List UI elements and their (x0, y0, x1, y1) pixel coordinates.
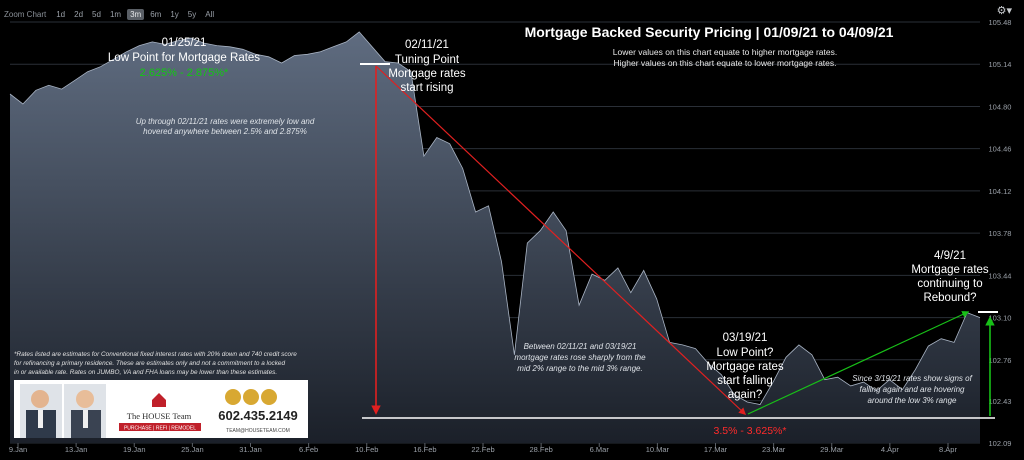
note-early-1: Up through 02/11/21 rates were extremely… (136, 117, 315, 126)
x-tick-label: 8.Apr (939, 445, 957, 454)
y-tick-label: 103.10 (989, 314, 1012, 323)
x-tick-label: 9.Jan (9, 445, 27, 454)
x-tick-label: 25.Jan (181, 445, 204, 454)
chart-subtitle-2: Higher values on this chart equate to lo… (613, 58, 836, 68)
y-tick-label: 104.80 (989, 102, 1012, 111)
annotation-lines (360, 63, 998, 419)
series-area (10, 31, 980, 444)
zoom-button-2d[interactable]: 2d (74, 9, 84, 19)
agent-photo-2 (64, 384, 106, 438)
y-tick-label: 104.12 (989, 187, 1012, 196)
disclaimer-1: *Rates listed are estimates for Conventi… (14, 351, 297, 358)
low-point-rates: 2.625% - 2.875%* (140, 67, 229, 79)
zoom-toolbar: Zoom Chart 1d 2d 5d 1m 3m 6m 1y 5y All (4, 6, 217, 22)
zoom-button-6m[interactable]: 6m (150, 9, 162, 19)
mar19-date: 03/19/21 (723, 332, 768, 344)
zoom-button-all[interactable]: All (205, 9, 215, 19)
zoom-button-5y[interactable]: 5y (187, 9, 197, 19)
x-tick-label: 29.Mar (820, 445, 844, 454)
y-tick-label: 105.14 (989, 60, 1012, 69)
y-tick-label: 105.48 (989, 18, 1012, 27)
x-tick-label: 6.Mar (590, 445, 610, 454)
low-point-date: 01/25/21 (162, 37, 207, 49)
apr9-line-2: continuing to (917, 278, 982, 290)
y-tick-label: 103.78 (989, 229, 1012, 238)
note-mid-3: mid 2% range to the mid 3% range. (517, 364, 642, 373)
zoom-label: Zoom Chart (4, 9, 47, 19)
ad-website: TEAM@HOUSETEAM.COM (226, 428, 290, 434)
y-tick-label: 103.44 (989, 271, 1012, 280)
x-axis: 9.Jan 13.Jan 19.Jan 25.Jan 31.Jan 6.Feb 10.Feb… (9, 443, 957, 454)
ad-tagline: PURCHASE | REFI | REMODEL (124, 426, 196, 432)
y-tick-label: 102.76 (989, 356, 1012, 365)
turning-line-3: start rising (400, 82, 453, 94)
note-early-2: hovered anywhere between 2.5% and 2.875% (143, 127, 307, 136)
x-tick-label: 4.Apr (881, 445, 899, 454)
x-tick-label: 31.Jan (239, 445, 262, 454)
x-tick-label: 13.Jan (65, 445, 88, 454)
x-tick-label: 22.Feb (471, 445, 494, 454)
disclaimer-3: in or available rate. Rates on JUMBO, VA… (14, 369, 277, 376)
zoom-button-5d[interactable]: 5d (92, 9, 101, 19)
x-tick-label: 16.Feb (413, 445, 436, 454)
mar19-rates: 3.5% - 3.625%* (714, 425, 787, 437)
agent-photo-1 (20, 384, 62, 438)
x-tick-label: 28.Feb (529, 445, 552, 454)
turning-line-1: Tuning Point (395, 54, 460, 66)
x-tick-label: 10.Mar (646, 445, 670, 454)
zoom-button-1y[interactable]: 1y (170, 9, 179, 19)
zoom-button-1m[interactable]: 1m (109, 9, 122, 19)
gear-icon[interactable]: ⚙▾ (996, 5, 1012, 17)
y-tick-label: 102.09 (989, 439, 1012, 448)
note-late-2: falling again and are hovering (860, 385, 966, 394)
apr9-line-3: Rebound? (923, 292, 976, 304)
x-tick-label: 19.Jan (123, 445, 146, 454)
area-series (9, 31, 981, 444)
x-tick-label: 6.Feb (299, 445, 318, 454)
red-trend-arrow (375, 65, 747, 415)
disclaimer-2: for refinancing a primary residence. The… (14, 360, 285, 367)
turning-date: 02/11/21 (405, 39, 449, 51)
low-point-label: Low Point for Mortgage Rates (108, 52, 260, 64)
y-tick-label: 102.43 (989, 397, 1012, 406)
zoom-button-3m[interactable]: 3m (127, 8, 145, 20)
y-tick-label: 104.46 (989, 145, 1012, 154)
turning-line-2: Mortgage rates (388, 68, 466, 80)
series-line (9, 31, 981, 405)
mar19-line-3: start falling (717, 375, 773, 387)
note-mid-2: mortgage rates rose sharply from the (514, 353, 646, 362)
house-logo-icon (152, 393, 166, 407)
note-late-3: around the low 3% range (868, 396, 958, 405)
mar19-line-1: Low Point? (717, 347, 774, 359)
x-tick-label: 10.Feb (355, 445, 378, 454)
apr9-line-1: Mortgage rates (911, 264, 989, 276)
green-trend-arrow (747, 311, 970, 415)
apr9-date: 4/9/21 (934, 250, 966, 262)
note-mid-1: Between 02/11/21 and 03/19/21 (524, 342, 637, 351)
mar19-line-4: again? (728, 389, 763, 401)
ad-card: The HOUSE Team PURCHASE | REFI | REMODEL… (14, 380, 308, 438)
note-late-1: Since 3/19/21 rates show signs of (852, 374, 972, 383)
zoom-button-1d[interactable]: 1d (56, 9, 66, 19)
mar19-line-2: Mortgage rates (706, 361, 784, 373)
chart-subtitle-1: Lower values on this chart equate to hig… (613, 47, 837, 57)
y-axis: 105.48 105.14 104.80 104.46 104.12 103.78 103.… (989, 18, 1012, 448)
x-tick-label: 17.Mar (704, 445, 728, 454)
ad-brand: The HOUSE Team (127, 411, 192, 421)
award-badges (225, 389, 277, 405)
chart-title: Mortgage Backed Security Pricing | 01/09… (525, 24, 894, 40)
x-tick-label: 23.Mar (762, 445, 786, 454)
ad-phone: 602.435.2149 (218, 408, 298, 423)
